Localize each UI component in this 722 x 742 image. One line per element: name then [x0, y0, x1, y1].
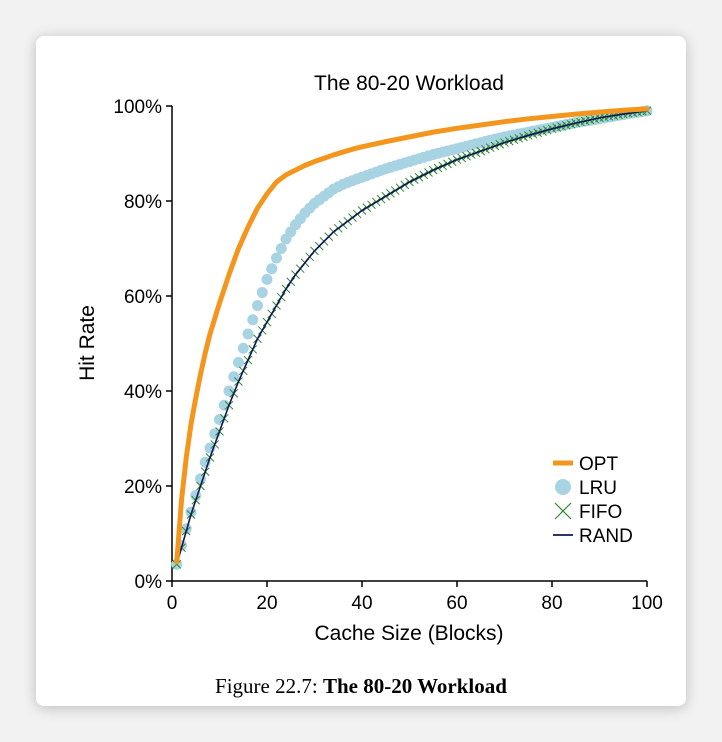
lru-point: [252, 300, 263, 311]
lru-point: [266, 263, 278, 275]
lru-point: [233, 357, 244, 368]
x-tick-label: 60: [446, 593, 467, 614]
series-opt-line: [174, 106, 650, 565]
legend-label-opt: OPT: [579, 454, 618, 475]
x-tick-label: 20: [256, 593, 277, 614]
x-axis-label: Cache Size (Blocks): [314, 622, 503, 645]
y-tick-label: 0%: [135, 572, 163, 593]
y-tick-label: 40%: [124, 382, 162, 403]
caption-title: The 80-20 Workload: [322, 674, 507, 698]
legend-swatch-lru: [555, 479, 571, 495]
y-tick-label: 80%: [124, 192, 162, 213]
y-tick-label: 100%: [113, 97, 162, 118]
series-rand-line: [175, 109, 648, 565]
lru-point: [237, 342, 249, 354]
y-axis-label: Hit Rate: [76, 305, 99, 381]
lru-point: [242, 328, 254, 340]
series-layer: [171, 105, 653, 570]
figure-caption: Figure 22.7: The 80-20 Workload: [0, 674, 722, 699]
caption-prefix: Figure 22.7:: [215, 674, 318, 698]
series-lru: [171, 105, 653, 570]
lru-point: [256, 286, 268, 298]
lru-point: [275, 243, 287, 254]
x-tick-label: 80: [541, 593, 562, 614]
lru-point: [271, 252, 282, 264]
y-tick-label: 60%: [124, 287, 162, 308]
x-tick-label: 40: [351, 593, 372, 614]
lru-point: [247, 314, 259, 326]
legend-swatch-fifo: [554, 502, 572, 520]
y-tick-label: 20%: [124, 477, 162, 498]
lru-point: [223, 385, 235, 397]
axes: 0% 20% 40% 60% 80% 100% 0 20 40 60 80 100: [113, 97, 662, 614]
lru-point: [261, 273, 273, 285]
chart-title: The 80-20 Workload: [314, 72, 504, 95]
legend: OPT LRU FIFO RAND: [553, 454, 633, 547]
x-tick-label: 0: [167, 593, 178, 614]
x-tick-label: 100: [631, 593, 663, 614]
hit-rate-chart: The 80-20 Workload Hit Rate Cache Size (…: [76, 72, 663, 645]
legend-label-rand: RAND: [579, 526, 633, 547]
legend-label-lru: LRU: [579, 478, 617, 499]
legend-label-fifo: FIFO: [579, 502, 622, 523]
lru-point: [218, 399, 230, 411]
